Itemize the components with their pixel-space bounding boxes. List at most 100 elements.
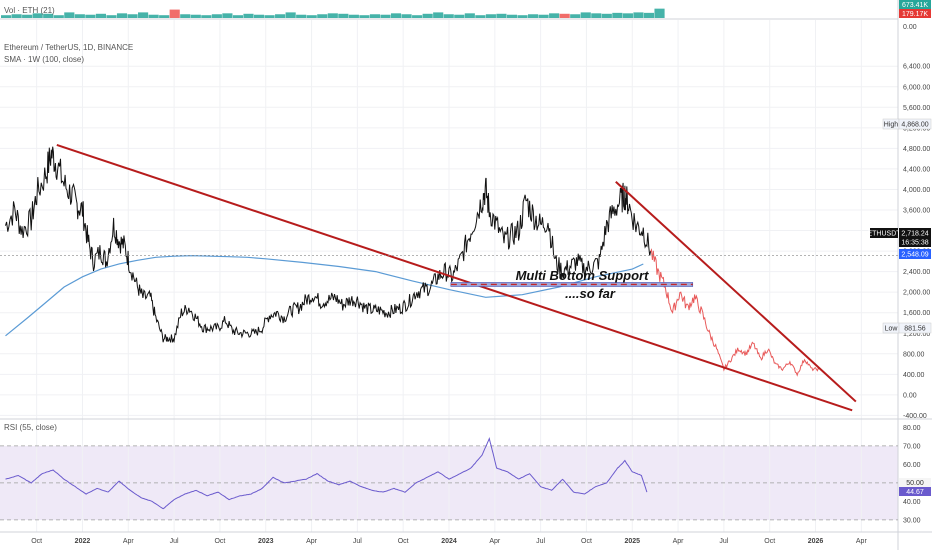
volume-bar	[433, 12, 444, 18]
price-tick-label[interactable]: 400.00	[903, 372, 925, 379]
price-tick-label[interactable]: 4,800.00	[903, 146, 930, 153]
time-tick-label[interactable]: Oct	[214, 538, 225, 545]
rsi-tick-label[interactable]: 70.00	[903, 443, 921, 450]
time-tick-label[interactable]: Apr	[856, 538, 868, 545]
volume-bar	[306, 15, 317, 18]
volume-bar	[201, 15, 212, 18]
volume-bar	[601, 13, 612, 18]
volume-bar	[527, 14, 539, 18]
rsi-axis[interactable]: 80.00 70.00 60.00 40.00 30.00	[903, 425, 921, 525]
volume-bar	[443, 14, 454, 18]
volume-bar	[22, 14, 33, 18]
time-tick-label[interactable]: 2024	[441, 538, 457, 545]
volume-bars	[1, 8, 665, 18]
price-tick-label[interactable]: 2,000.00	[903, 290, 930, 297]
volume-bar	[275, 14, 286, 18]
grid	[0, 20, 898, 532]
volume-label[interactable]: Vol · ETH (21)	[4, 6, 55, 15]
volume-bar	[380, 14, 391, 18]
volume-bar	[243, 13, 254, 18]
time-tick-label[interactable]: Apr	[489, 538, 501, 545]
volume-bar	[138, 12, 149, 18]
price-tick-label[interactable]: 5,600.00	[903, 105, 930, 112]
volume-bar	[622, 13, 633, 18]
rsi-tick-label[interactable]: 80.00	[903, 425, 921, 432]
time-tick-label[interactable]: 2026	[808, 538, 824, 545]
symbol-label[interactable]: Ethereum / TetherUS, 1D, BINANCE	[4, 43, 133, 52]
price-tick-label[interactable]: 1,600.00	[903, 310, 930, 317]
time-tick-label[interactable]: Oct	[764, 538, 775, 545]
sma-label[interactable]: SMA · 1W (100, close)	[4, 55, 84, 64]
price-tick-label[interactable]: -400.00	[903, 413, 927, 420]
rsi-tick-label[interactable]: 40.00	[903, 499, 921, 506]
rsi-line	[5, 437, 648, 510]
volume-bar	[264, 15, 275, 18]
price-tick-label[interactable]: 0.00	[903, 392, 917, 399]
volume-bar	[95, 13, 106, 18]
volume-bar	[211, 14, 222, 18]
short-term-descending-resistance-line[interactable]	[615, 181, 857, 403]
volume-bar	[485, 14, 496, 18]
time-tick-label[interactable]: Jul	[536, 538, 545, 545]
volume-bar	[633, 12, 644, 18]
vol-top-value: 673.41K	[902, 2, 928, 9]
low-value: 881.56	[904, 326, 926, 333]
price-tick-label[interactable]: 6,000.00	[903, 84, 930, 91]
volume-bar	[422, 13, 433, 18]
volume-tick-label[interactable]: 0.00	[903, 24, 917, 31]
volume-bar	[32, 13, 43, 18]
price-tick-label[interactable]: 4,000.00	[903, 187, 930, 194]
support-layer[interactable]	[450, 282, 694, 287]
price-tick-label[interactable]: 6,400.00	[903, 64, 930, 71]
trendline-layer[interactable]	[56, 143, 857, 412]
time-tick-label[interactable]: Oct	[581, 538, 592, 545]
support-annotation-line1: Multi Bottom Support	[516, 268, 650, 283]
time-tick-label[interactable]: 2022	[75, 538, 91, 545]
ticker-badge	[870, 228, 898, 238]
time-tick-label[interactable]: Jul	[170, 538, 179, 545]
price-tick-label[interactable]: 2,400.00	[903, 269, 930, 276]
projection-line	[650, 248, 820, 377]
volume-bar	[401, 14, 412, 18]
price-tick-label[interactable]: 1,200.00	[903, 331, 930, 338]
rsi-tick-label[interactable]: 60.00	[903, 462, 921, 469]
rsi-tick-label[interactable]: 30.00	[903, 517, 921, 524]
price-layer	[5, 146, 652, 344]
volume-bar	[169, 9, 180, 18]
time-tick-label[interactable]: 2023	[258, 538, 274, 545]
price-tick-label[interactable]: 4,400.00	[903, 166, 930, 173]
volume-bar	[369, 14, 381, 18]
rsi-value-badge	[899, 487, 931, 496]
time-axis[interactable]: Oct 2022 Apr Jul Oct 2023 Apr Jul Oct 2024 Apr Jul O…	[31, 538, 867, 545]
time-tick-label[interactable]: Jul	[353, 538, 362, 545]
volume-bar	[643, 12, 655, 18]
volume-bar	[654, 8, 665, 18]
volume-bar	[116, 13, 128, 18]
price-tick-label[interactable]: 800.00	[903, 351, 925, 358]
time-tick-label[interactable]: Apr	[123, 538, 135, 545]
time-tick-label[interactable]: Apr	[306, 538, 318, 545]
volume-bar	[232, 15, 244, 18]
time-tick-label[interactable]: 2025	[624, 538, 640, 545]
rsi-label[interactable]: RSI (55, close)	[4, 423, 57, 432]
volume-bar	[180, 14, 191, 18]
rsi-guides	[0, 445, 898, 521]
vol-top-badge	[899, 0, 931, 9]
price-value: 2,718.24	[901, 231, 928, 238]
rsi-value: 44.67	[906, 489, 924, 496]
volume-bar	[464, 13, 475, 18]
volume-bar	[327, 13, 338, 18]
sma-layer	[5, 255, 644, 337]
time-tick-label[interactable]: Oct	[31, 538, 42, 545]
price-line	[5, 146, 652, 344]
price-tick-label[interactable]: 3,600.00	[903, 208, 930, 215]
time-tick-label[interactable]: Oct	[398, 538, 409, 545]
volume-bar	[285, 12, 296, 18]
volume-bar	[148, 14, 159, 18]
sma-line	[5, 255, 644, 337]
long-term-descending-resistance-line[interactable]	[56, 143, 853, 412]
high-value-badge	[898, 118, 932, 130]
time-tick-label[interactable]: Jul	[719, 538, 728, 545]
time-tick-label[interactable]: Apr	[673, 538, 685, 545]
